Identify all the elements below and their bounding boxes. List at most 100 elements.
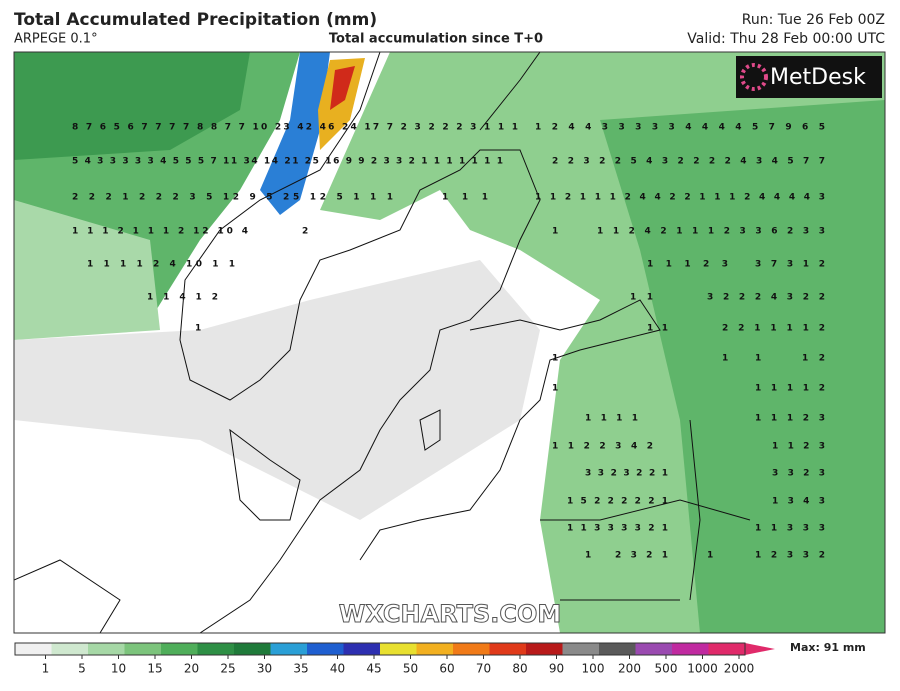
precip-area — [14, 52, 250, 160]
colorbar-segment — [270, 643, 308, 655]
map: 8 7 6 5 6 7 7 7 7 8 8 7 7 10 23 42 46 24… — [14, 52, 885, 633]
colorbar-segment — [197, 643, 235, 655]
precip-label: 1 — [707, 551, 713, 561]
colorbar-segment — [416, 643, 454, 655]
precip-label: 8 7 6 5 6 7 7 7 7 8 8 7 7 10 23 42 46 24… — [72, 123, 518, 133]
colorbar-label: 15 — [147, 662, 162, 676]
precip-label: 1 1 1 1 — [585, 414, 638, 424]
precip-label: 2 2 1 1 1 1 2 — [722, 324, 825, 334]
precip-label: 1 1 — [630, 293, 653, 303]
watermark: WXCHARTS.COM — [339, 600, 561, 628]
precip-label: 1 — [755, 354, 761, 364]
precip-label: 1 — [552, 384, 558, 394]
colorbar-segment — [672, 643, 709, 655]
precip-area — [260, 52, 330, 215]
colorbar-frame — [14, 642, 746, 656]
precip-label: 1 2 — [802, 354, 825, 364]
precip-area — [14, 200, 160, 340]
colorbar-label: 1000 — [687, 662, 718, 676]
colorbar-label: 40 — [330, 662, 345, 676]
precip-label: 1 2 4 4 3 3 3 3 3 4 4 4 4 5 7 9 6 5 — [535, 123, 825, 133]
precip-label: 1 1 3 3 3 — [755, 524, 825, 534]
precip-label: 5 4 3 3 3 3 3 4 5 5 5 7 11 34 14 21 25 1… — [72, 157, 503, 167]
colorbar-label: 70 — [476, 662, 491, 676]
colorbar-segment — [343, 643, 381, 655]
precip-label: 1 1 1 — [442, 193, 488, 203]
colorbar-segment — [124, 643, 162, 655]
colorbar-segment — [708, 643, 746, 655]
precip-label: 2 — [302, 227, 308, 237]
precip-label: 1 5 2 2 2 2 2 1 — [567, 497, 668, 507]
colorbar-segment — [562, 643, 600, 655]
colorbar-label: 500 — [655, 662, 678, 676]
colorbar-label: 30 — [257, 662, 272, 676]
precip-label: 1 — [195, 324, 201, 334]
colorbar-segment — [526, 643, 563, 655]
precip-label: 1 1 2 3 — [772, 442, 825, 452]
colorbar-label: 45 — [366, 662, 381, 676]
legend: 1 5 10 15 20 25 30 35 40 45 50 60 70 80 90 100 200 500 100… — [14, 642, 775, 676]
colorbar-segment — [88, 643, 125, 655]
map-frame — [13, 51, 886, 634]
colorbar-segment — [15, 643, 52, 655]
precip-label: 1 — [722, 354, 728, 364]
precip-label: 1 1 1 2 3 — [647, 260, 728, 270]
title: Total Accumulated Precipitation (mm) — [14, 10, 377, 30]
precip-label: 1 1 1 2 3 — [755, 414, 825, 424]
precip-label: 1 1 2 4 2 1 1 1 2 3 3 6 2 3 3 — [597, 227, 825, 237]
precip-label: 1 1 2 1 1 1 2 4 4 2 2 1 1 1 2 4 4 4 4 3 — [535, 193, 825, 203]
precip-label: 1 3 4 3 — [772, 497, 825, 507]
subtitle: Total accumulation since T+0 — [329, 32, 543, 47]
precip-label: 1 — [552, 354, 558, 364]
precip-label: 3 2 2 2 4 3 2 2 — [707, 293, 825, 303]
colorbar-label: 2000 — [724, 662, 755, 676]
precip-label: 1 — [585, 551, 591, 561]
precip-label: 1 1 1 2 1 1 1 2 12 10 4 — [72, 227, 248, 237]
valid: Valid: Thu 28 Feb 00:00 UTC — [687, 31, 885, 47]
colorbar-label: 10 — [111, 662, 126, 676]
precip-area — [14, 260, 540, 520]
precip-label: 1 1 3 3 3 3 2 1 — [567, 524, 668, 534]
precip-label: 1 1 4 1 2 — [147, 293, 218, 303]
colorbar-segment — [453, 643, 490, 655]
coastline — [14, 52, 751, 633]
precip-label: 3 7 3 1 2 — [755, 260, 825, 270]
precip-label: 1 1 2 2 3 4 2 — [552, 442, 653, 452]
run: Run: Tue 26 Feb 00Z — [742, 12, 885, 28]
colorbar-segment — [51, 643, 89, 655]
precip-label: 1 2 3 3 2 — [755, 551, 825, 561]
precip-label: 1 1 1 1 2 — [755, 384, 825, 394]
map-labels: 8 7 6 5 6 7 7 7 7 8 8 7 7 10 23 42 46 24… — [72, 123, 825, 561]
colorbar-label: 90 — [549, 662, 564, 676]
colorbar-segment — [161, 643, 198, 655]
precip-label: 2 2 2 1 2 2 2 3 5 12 9 5 25 12 5 1 1 1 — [72, 193, 393, 203]
colorbar-label: 80 — [512, 662, 527, 676]
precip-label: 3 3 2 3 2 2 1 — [585, 469, 668, 479]
precip-area — [330, 66, 355, 110]
colorbar-label: 50 — [403, 662, 418, 676]
colorbar-label: 60 — [439, 662, 454, 676]
precip-area — [600, 100, 885, 633]
colorbar-label: 20 — [184, 662, 199, 676]
colorbar-label: 5 — [78, 662, 86, 676]
max-label: Max: 91 mm — [790, 641, 866, 654]
logo: MetDesk — [770, 65, 866, 90]
logo-icon — [740, 63, 768, 91]
colorbar-segment — [635, 643, 673, 655]
precip-label: 2 3 2 1 — [615, 551, 668, 561]
colorbar-arrow — [745, 643, 775, 655]
precip-label: 2 2 3 2 2 5 4 3 2 2 2 2 4 3 4 5 7 7 — [552, 157, 825, 167]
colorbar-label: 25 — [220, 662, 235, 676]
precip-label: 3 3 2 3 — [772, 469, 825, 479]
colorbar-segment — [599, 643, 636, 655]
colorbar-label: 1 — [42, 662, 50, 676]
precip-label: 1 — [552, 227, 558, 237]
colorbar-label: 200 — [618, 662, 641, 676]
logo-box — [736, 56, 882, 98]
colorbar-segment — [234, 643, 271, 655]
colorbar-segment — [307, 643, 344, 655]
precip-area — [318, 58, 365, 150]
colorbar-label: 35 — [293, 662, 308, 676]
colorbar-segment — [489, 643, 527, 655]
